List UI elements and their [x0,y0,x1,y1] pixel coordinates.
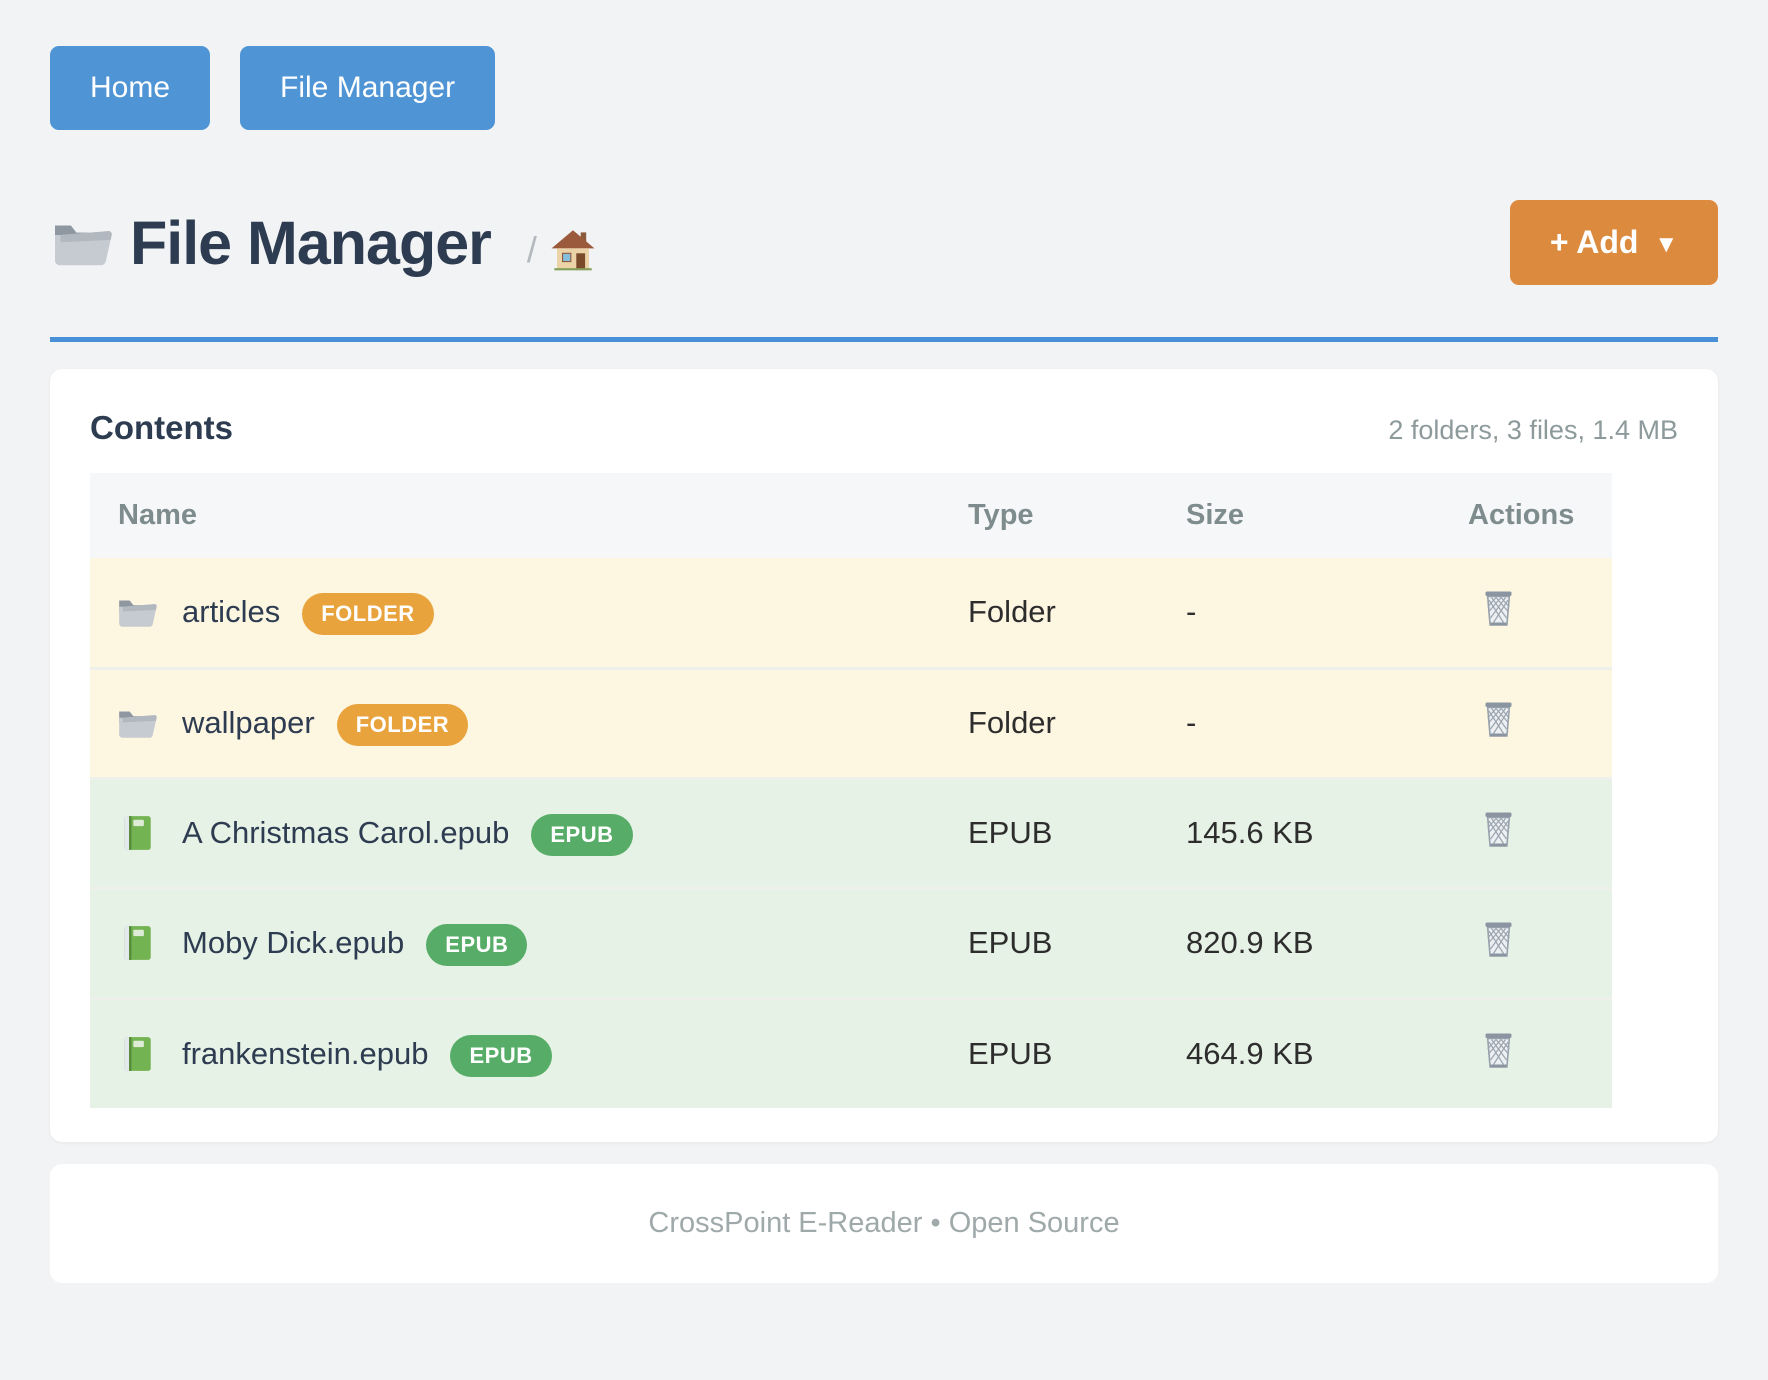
table-row: frankenstein.epub EPUB EPUB 464.9 KB [90,998,1612,1108]
breadcrumb-separator: / [526,228,537,270]
trash-icon [1480,588,1517,628]
chevron-down-icon: ▼ [1654,230,1679,258]
page-header: File Manager / + Add ▼ [50,200,1718,285]
type-badge: FOLDER [302,593,434,636]
contents-summary: 2 folders, 3 files, 1.4 MB [1388,415,1678,445]
add-button-label: + Add [1549,224,1639,260]
type-cell: EPUB [968,1035,1053,1071]
item-name-link[interactable]: articles [182,594,281,630]
contents-card: Contents 2 folders, 3 files, 1.4 MB Name… [50,369,1718,1142]
column-header-actions: Actions [1468,473,1612,558]
delete-button[interactable] [1480,809,1517,849]
column-header-size: Size [1186,473,1468,558]
type-badge: EPUB [531,814,633,856]
top-nav: Home File Manager [50,46,1718,130]
table-body: articles FOLDER Folder - wallpaper FOLDE… [90,558,1612,1108]
table-row: wallpaper FOLDER Folder - [90,668,1612,778]
trash-icon [1480,699,1517,739]
column-header-type: Type [968,473,1186,558]
table-row: A Christmas Carol.epub EPUB EPUB 145.6 K… [90,778,1612,888]
column-header-name: Name [90,473,968,558]
footer-card: CrossPoint E-Reader • Open Source [50,1164,1718,1283]
add-button[interactable]: + Add ▼ [1510,200,1718,285]
delete-button[interactable] [1480,919,1517,959]
table-header-row: Name Type Size Actions [90,473,1612,558]
files-table: Name Type Size Actions articles FOLDER F… [90,473,1612,1108]
delete-button[interactable] [1480,588,1517,628]
trash-icon [1480,809,1517,849]
green-book-icon [116,924,158,962]
folder-icon [116,704,158,742]
page: Home File Manager File Manager / + Add ▼… [50,46,1718,1283]
type-cell: Folder [968,594,1056,630]
green-book-icon [116,814,158,852]
trash-icon [1480,919,1517,959]
header-divider [50,337,1718,342]
item-name-link[interactable]: A Christmas Carol.epub [182,815,510,850]
folder-icon [116,593,158,631]
type-badge: FOLDER [336,704,469,746]
type-cell: Folder [968,705,1056,740]
card-header: Contents 2 folders, 3 files, 1.4 MB [90,409,1678,447]
type-cell: EPUB [968,815,1053,850]
green-book-icon [116,1035,158,1073]
delete-button[interactable] [1480,1030,1517,1070]
page-title: File Manager [130,208,492,277]
item-name-link[interactable]: Moby Dick.epub [182,925,405,960]
trash-icon [1480,1030,1517,1070]
delete-button[interactable] [1480,699,1517,739]
footer-text: CrossPoint E-Reader • Open Source [648,1207,1120,1239]
table-row: Moby Dick.epub EPUB EPUB 820.9 KB [90,888,1612,998]
size-cell: - [1186,594,1197,630]
type-badge: EPUB [450,1034,552,1077]
nav-button-file-manager[interactable]: File Manager [240,46,496,130]
open-folder-icon [50,216,114,270]
home-icon[interactable] [551,229,595,271]
type-badge: EPUB [426,924,528,966]
size-cell: - [1186,705,1197,740]
table-row: articles FOLDER Folder - [90,558,1612,668]
card-title: Contents [90,409,233,446]
breadcrumb: / [527,229,595,271]
size-cell: 145.6 KB [1186,815,1314,850]
item-name-link[interactable]: frankenstein.epub [182,1035,429,1071]
size-cell: 820.9 KB [1186,925,1314,960]
size-cell: 464.9 KB [1186,1035,1314,1071]
item-name-link[interactable]: wallpaper [182,705,315,740]
type-cell: EPUB [968,925,1053,960]
nav-button-home[interactable]: Home [50,46,211,130]
